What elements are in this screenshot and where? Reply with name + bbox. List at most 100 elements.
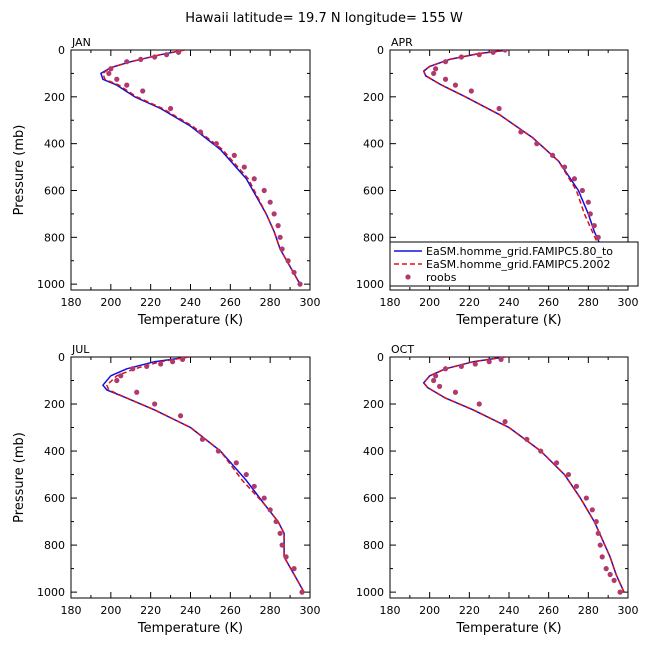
obs-point xyxy=(297,281,303,287)
x-tick-label: 180 xyxy=(380,296,401,309)
obs-point xyxy=(436,383,443,389)
obs-point xyxy=(114,76,120,82)
y-tick-label: 400 xyxy=(44,138,65,151)
legend-label: EaSM.homme_grid.FAMIPC5.80_to xyxy=(426,245,613,258)
x-tick-label: 300 xyxy=(618,296,639,309)
obs-point xyxy=(108,66,114,72)
obs-point xyxy=(169,359,176,365)
x-tick-label: 200 xyxy=(419,604,440,617)
obs-point xyxy=(524,436,530,442)
x-tick-label: 180 xyxy=(61,296,82,309)
y-tick-label: 200 xyxy=(44,91,65,104)
y-tick-label: 600 xyxy=(44,492,65,505)
x-axis-title: Temperature (K) xyxy=(455,621,561,636)
obs-point xyxy=(267,507,273,513)
y-tick-label: 400 xyxy=(44,445,65,458)
obs-point xyxy=(277,530,283,536)
series-line-dashed xyxy=(422,50,619,285)
obs-point xyxy=(518,129,524,135)
y-tick-label: 0 xyxy=(377,44,384,57)
obs-point xyxy=(431,377,437,384)
obs-point xyxy=(197,129,204,135)
obs-point xyxy=(291,566,297,572)
obs-point xyxy=(261,187,267,194)
obs-point xyxy=(617,589,623,595)
panel-label: APR xyxy=(391,36,413,49)
obs-point xyxy=(452,389,459,395)
obs-point xyxy=(231,152,237,158)
obs-point xyxy=(452,82,459,88)
obs-point xyxy=(587,211,593,217)
y-tick-label: 800 xyxy=(363,231,384,244)
obs-point xyxy=(571,176,578,182)
y-tick-label: 600 xyxy=(363,184,384,197)
obs-point xyxy=(611,577,617,583)
panel-jul: 180 200 220 240 260 280 300 0 200 400 600 800 1000 JU… xyxy=(12,343,321,636)
series-line-dashed xyxy=(102,50,301,285)
series-line-dashed xyxy=(106,357,305,593)
y-axis-title: Pressure (mb) xyxy=(12,432,27,523)
y-tick-label: 600 xyxy=(44,184,65,197)
obs-point xyxy=(498,357,504,362)
panel-apr: 180 200 220 240 260 280 300 0 200 400 600 800 1000 AP… xyxy=(356,36,639,328)
obs-point xyxy=(199,436,206,442)
obs-point xyxy=(241,164,247,170)
obs-point xyxy=(583,495,589,501)
x-tick-label: 220 xyxy=(459,296,480,309)
obs-point xyxy=(152,54,158,60)
x-tick-label: 300 xyxy=(300,604,321,617)
obs-point xyxy=(599,554,605,560)
obs-point xyxy=(271,211,277,217)
obs-point xyxy=(442,366,449,372)
obs-point xyxy=(490,50,496,55)
obs-point xyxy=(476,52,482,58)
obs-point xyxy=(458,54,464,60)
obs-point xyxy=(472,361,478,367)
y-tick-label: 1000 xyxy=(356,278,384,291)
obs-point xyxy=(442,59,449,65)
obs-point xyxy=(144,363,150,370)
y-tick-label: 800 xyxy=(44,539,65,552)
plot-area xyxy=(100,50,303,287)
obs-point xyxy=(124,59,130,65)
y-tick-label: 1000 xyxy=(37,278,65,291)
obs-point xyxy=(597,542,603,548)
obs-point xyxy=(283,554,289,560)
obs-point xyxy=(550,152,556,158)
obs-point xyxy=(130,366,136,372)
obs-point xyxy=(261,495,267,501)
x-tick-label: 180 xyxy=(61,604,82,617)
x-tick-label: 220 xyxy=(459,604,480,617)
obs-point xyxy=(114,377,120,384)
obs-point xyxy=(233,460,239,466)
obs-point xyxy=(585,199,591,205)
obs-point xyxy=(299,589,305,595)
obs-point xyxy=(534,141,540,147)
panel-jan: 180 200 220 240 260 280 300 0 200 400 600 800 1000 JA… xyxy=(12,36,321,328)
obs-point xyxy=(561,164,568,170)
obs-point xyxy=(124,82,130,88)
obs-point xyxy=(603,566,609,572)
plot-frame xyxy=(70,356,311,599)
obs-point xyxy=(285,258,291,264)
legend: EaSM.homme_grid.FAMIPC5.80_toEaSM.homme_… xyxy=(389,241,639,287)
figure-title: Hawaii latitude= 19.7 N longitude= 155 W xyxy=(185,11,463,26)
legend-box xyxy=(389,241,639,287)
obs-point xyxy=(502,419,508,425)
obs-point xyxy=(152,401,158,407)
panel-label: JAN xyxy=(71,36,91,49)
obs-point xyxy=(607,571,613,578)
obs-point xyxy=(277,234,283,240)
x-tick-label: 240 xyxy=(499,296,520,309)
obs-point xyxy=(273,518,279,525)
x-tick-label: 180 xyxy=(380,604,401,617)
x-tick-label: 300 xyxy=(618,604,639,617)
x-tick-label: 260 xyxy=(220,296,241,309)
y-axis-title: Pressure (mb) xyxy=(12,125,27,216)
series-line-solid xyxy=(102,357,305,593)
obs-point xyxy=(502,50,508,53)
obs-point xyxy=(433,66,439,72)
plot-area xyxy=(102,357,305,595)
x-tick-label: 240 xyxy=(499,604,520,617)
obs-point xyxy=(251,176,257,182)
